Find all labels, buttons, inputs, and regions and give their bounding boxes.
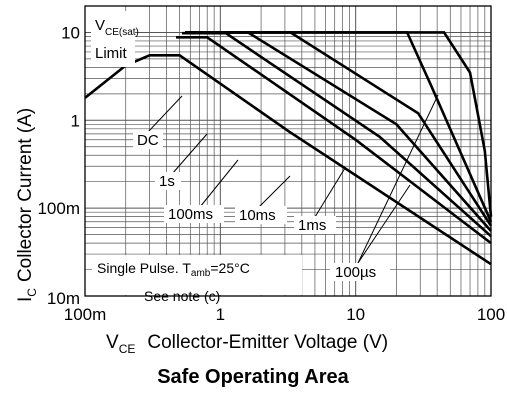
note-label: See note (c) — [144, 288, 220, 304]
pulse-label: Single Pulse. Tamb=25°C — [97, 260, 250, 279]
annotation-leader — [199, 159, 239, 208]
1s-label-bg — [155, 172, 181, 190]
1s-label: 1s — [159, 173, 175, 190]
limit-label-sub: CE(sat) — [105, 27, 139, 38]
10ms-label: 10ms — [239, 207, 276, 224]
series-line-DC — [84, 54, 492, 266]
x-tick-labels: 100m 1 10 100 — [64, 305, 505, 324]
limit-label-word: Limit — [95, 45, 128, 62]
1ms-label: 1ms — [298, 217, 326, 234]
x-tick-label: 10 — [346, 305, 365, 324]
x-tick-label: 100 — [477, 305, 505, 324]
y-tick-label: 1 — [71, 111, 80, 130]
dc-label: DC — [137, 132, 159, 149]
x-tick-label: 1 — [216, 305, 225, 324]
y-tick-label: 10m — [47, 289, 80, 308]
limit-label-bg — [91, 11, 135, 67]
100ms-label: 100ms — [168, 206, 213, 223]
annotation-leader — [257, 175, 291, 209]
annotation-leader — [171, 133, 208, 175]
annotation-leader-lines — [147, 94, 439, 264]
annotation-leader — [314, 167, 346, 218]
y-tick-labels: 10m 100m 1 10 — [37, 23, 80, 308]
pulse-label-bg — [92, 255, 302, 295]
annotation-leader — [357, 184, 411, 264]
plot-frame — [84, 5, 492, 297]
100ms-label-bg — [164, 205, 224, 223]
x-tick-label: 100m — [64, 305, 107, 324]
series-lines — [84, 31, 493, 266]
limit-label-v: V — [95, 17, 105, 34]
100us-label-bg — [330, 263, 390, 281]
series-line-limit-6 — [185, 31, 493, 217]
annotation-leader — [147, 95, 183, 133]
annotation-leader — [357, 94, 439, 264]
1ms-label-bg — [294, 216, 336, 234]
y-tick-label: 100m — [37, 199, 80, 218]
10ms-label-bg — [235, 206, 287, 224]
x-axis-label: VCE Collector-Emitter Voltage (V) — [106, 332, 388, 356]
dc-label-bg — [133, 131, 163, 149]
y-axis-label: ICCollector Current (A) — [15, 108, 39, 302]
100us-label: 100µs — [335, 264, 376, 281]
series-line-1s — [176, 36, 492, 245]
chart-title: Safe Operating Area — [157, 366, 349, 388]
y-tick-label: 10 — [61, 23, 80, 42]
